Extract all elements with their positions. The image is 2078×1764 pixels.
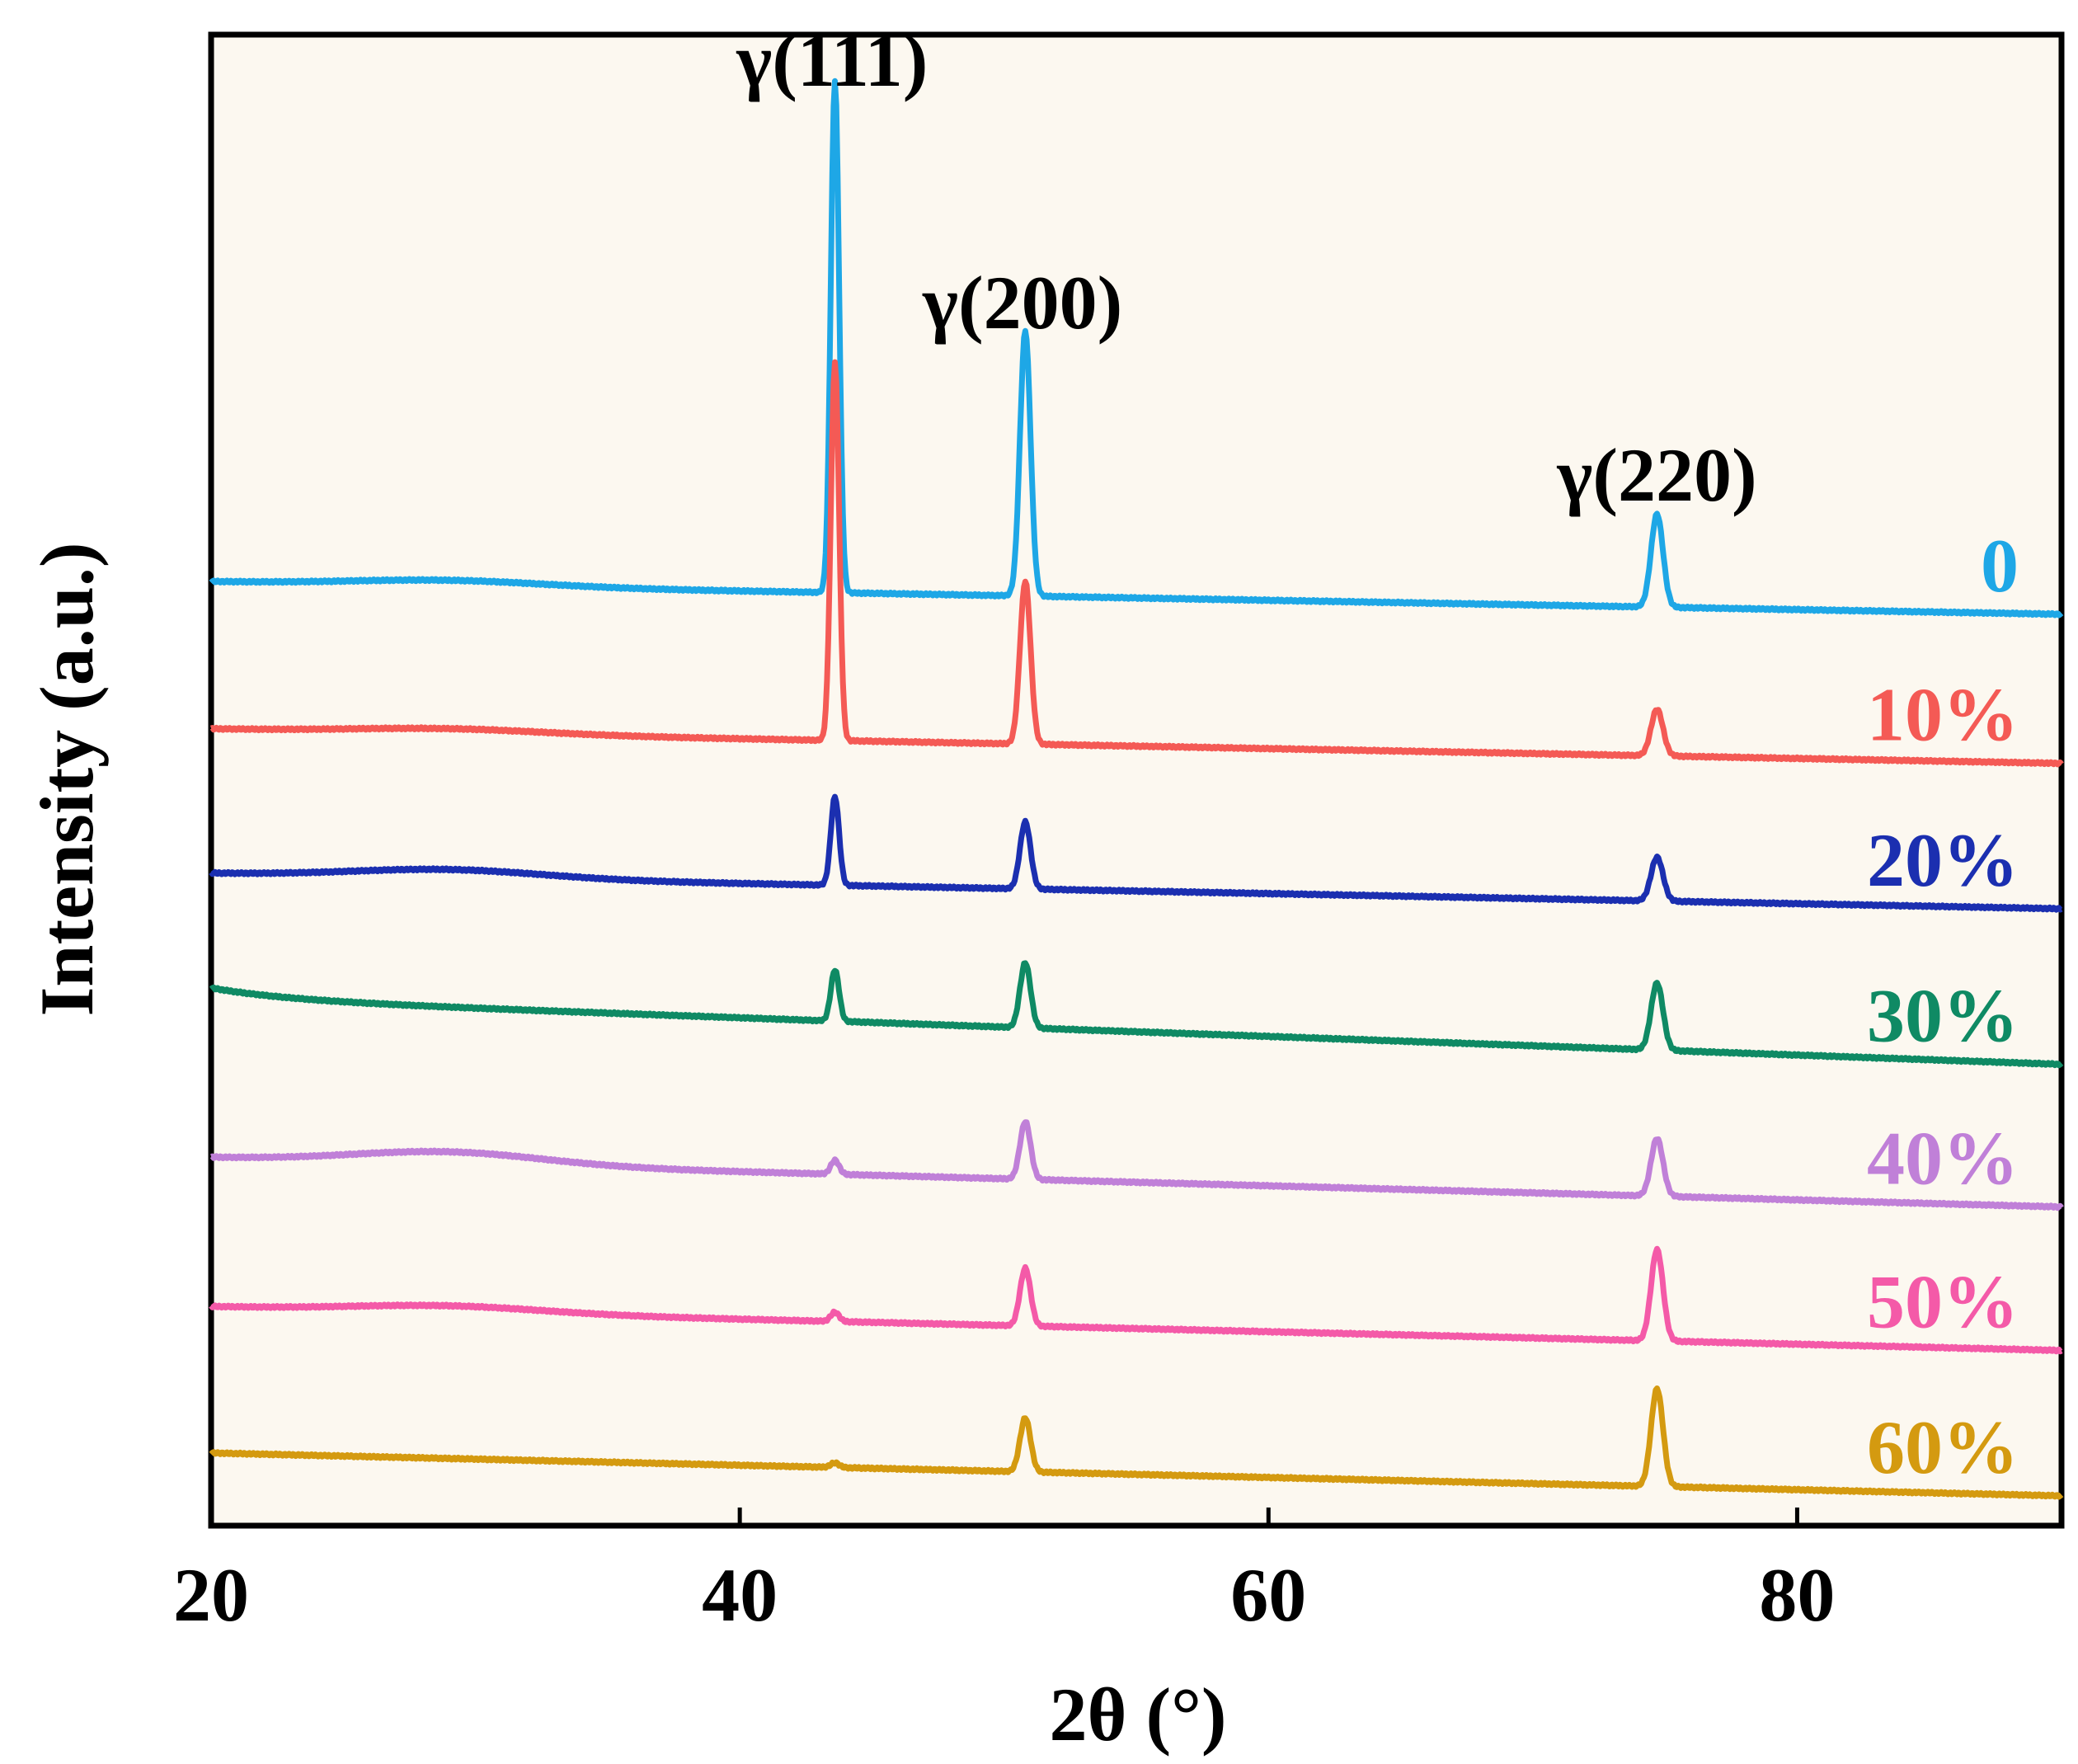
peak-annotations: γ(111) γ(200) γ(220) (736, 18, 1756, 517)
y-axis-title: Intensity (a.u.) (25, 542, 109, 1016)
series-line-3 (209, 960, 2064, 1069)
x-tick-label-80: 80 (1759, 1553, 1835, 1637)
series-label-2: 20% (1867, 818, 2019, 902)
series-line-4 (209, 1119, 2064, 1211)
series-layer (209, 78, 2064, 1500)
series-label-5: 50% (1867, 1260, 2019, 1344)
series-label-0: 0 (1981, 524, 2019, 608)
series-label-4: 40% (1867, 1117, 2019, 1201)
x-tick-label-60: 60 (1230, 1553, 1306, 1637)
plot-area (208, 31, 2065, 1529)
series-label-3: 30% (1867, 974, 2019, 1058)
x-tick-label-20: 20 (173, 1553, 249, 1637)
x-axis-title: 2θ (°) (1049, 1672, 1226, 1757)
series-line-2 (209, 793, 2063, 913)
x-ticks: 20 40 60 80 (173, 1508, 1835, 1637)
x-tick-label-40: 40 (702, 1553, 778, 1637)
series-line-5 (209, 1245, 2063, 1355)
series-line-0 (209, 78, 2064, 619)
series-line-1 (209, 359, 2064, 768)
peak-label-1: γ(200) (922, 261, 1122, 345)
peak-label-2: γ(220) (1556, 433, 1756, 517)
series-label-6: 60% (1867, 1405, 2019, 1489)
peak-label-0: γ(111) (736, 18, 928, 102)
series-labels: 0 10% 20% 30% 40% 50% 60% (1867, 524, 2019, 1489)
series-label-1: 10% (1867, 673, 2019, 757)
series-line-6 (209, 1385, 2064, 1500)
